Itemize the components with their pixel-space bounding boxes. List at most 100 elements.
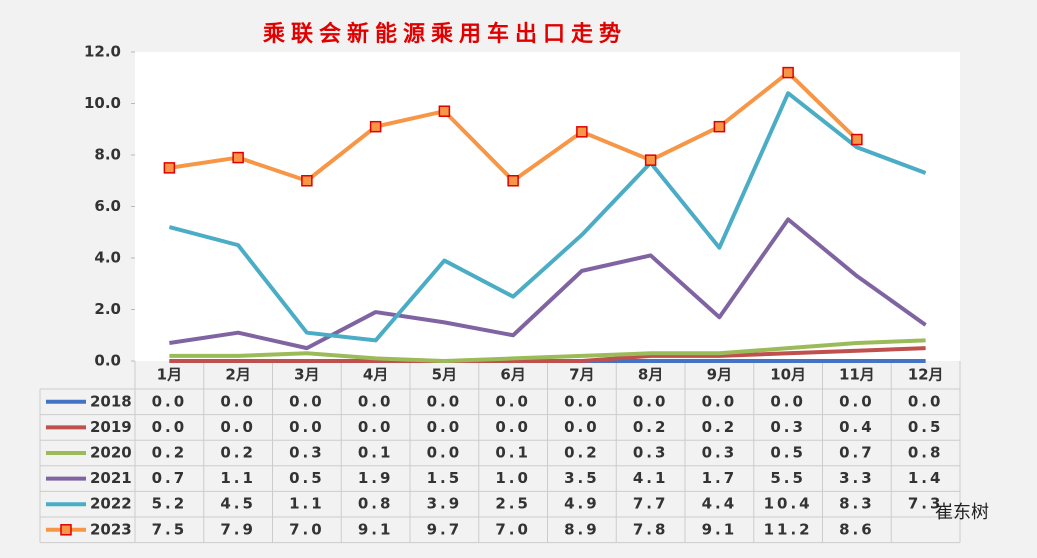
table-cell: 0.2 — [633, 418, 669, 436]
table-cell: 0.3 — [633, 444, 669, 462]
x-tick-label: 7月 — [569, 366, 594, 384]
series-line — [169, 338, 926, 363]
table-cell: 0.8 — [908, 444, 944, 462]
y-tick-label: 6.0 — [94, 197, 121, 215]
table-cell: 0.0 — [908, 392, 944, 410]
table-cell: 1.0 — [495, 469, 531, 487]
legend-label: 2020 — [90, 444, 132, 462]
table-cell: 0.0 — [220, 418, 256, 436]
table-cell: 0.3 — [770, 418, 806, 436]
table-cell: 0.0 — [427, 392, 463, 410]
table-cell: 0.3 — [289, 444, 325, 462]
table-cell: 7.8 — [633, 520, 669, 538]
x-tick-label: 8月 — [638, 366, 663, 384]
table-cell: 0.0 — [564, 392, 600, 410]
x-tick-label: 3月 — [294, 366, 319, 384]
table-cell: 0.0 — [152, 392, 188, 410]
table-cell: 0.2 — [220, 444, 256, 462]
marker — [301, 175, 313, 187]
y-tick-label: 12.0 — [84, 43, 121, 61]
x-tick-label: 10月 — [770, 366, 806, 384]
series-line — [169, 217, 927, 351]
table-cell: 2.5 — [495, 495, 531, 513]
y-tick-label: 4.0 — [94, 249, 121, 267]
series-line — [168, 91, 927, 343]
table-cell: 0.0 — [358, 392, 394, 410]
table-cell: 9.1 — [702, 520, 738, 538]
table-cell: 7.3 — [908, 495, 944, 513]
table-cell: 0.2 — [564, 444, 600, 462]
table-cell: 3.3 — [839, 469, 875, 487]
table-cell: 0.0 — [839, 392, 875, 410]
table-cell: 0.1 — [358, 444, 394, 462]
chart-title: 乘联会新能源乘用车出口走势 — [262, 21, 627, 47]
table-cell: 4.9 — [564, 495, 600, 513]
table-cell: 0.0 — [427, 418, 463, 436]
table-cell: 0.0 — [702, 392, 738, 410]
table-cell: 1.4 — [908, 469, 944, 487]
table-cell: 1.7 — [702, 469, 738, 487]
marker — [507, 175, 519, 187]
table-cell: 1.5 — [427, 469, 463, 487]
table-cell: 0.5 — [770, 444, 806, 462]
table-cell: 8.9 — [564, 520, 600, 538]
table-cell: 1.1 — [289, 495, 325, 513]
x-tick-label: 9月 — [707, 366, 732, 384]
y-tick-label: 0.0 — [94, 352, 121, 370]
marker — [782, 66, 794, 79]
table-cell: 0.0 — [220, 392, 256, 410]
table-cell: 4.1 — [633, 469, 669, 487]
y-tick-label: 2.0 — [94, 300, 121, 318]
table-cell: 1.9 — [358, 469, 394, 487]
series-line — [169, 346, 926, 363]
table-cell: 11.2 — [764, 520, 813, 538]
legend-label: 2023 — [90, 520, 132, 538]
table-cell: 0.8 — [358, 495, 394, 513]
table-cell: 5.5 — [770, 469, 806, 487]
marker — [232, 151, 244, 164]
legend-label: 2021 — [90, 469, 132, 487]
table-cell: 3.9 — [427, 495, 463, 513]
marker — [438, 105, 451, 117]
marker — [163, 162, 176, 174]
table-cell: 0.2 — [702, 418, 738, 436]
table-cell: 0.0 — [358, 418, 394, 436]
x-tick-label: 5月 — [432, 366, 457, 384]
table-cell: 7.0 — [289, 520, 325, 538]
table-cell: 9.1 — [358, 520, 394, 538]
table-cell: 0.4 — [839, 418, 875, 436]
table-cell: 7.7 — [633, 495, 669, 513]
marker — [576, 126, 588, 138]
table-cell: 0.0 — [152, 418, 188, 436]
x-tick-label: 6月 — [500, 366, 525, 384]
table-cell: 7.9 — [220, 520, 256, 538]
y-tick-label: 8.0 — [94, 146, 121, 164]
table-cell: 0.7 — [839, 444, 875, 462]
marker — [644, 154, 657, 166]
table-cell: 0.2 — [152, 444, 188, 462]
table-cell: 0.0 — [770, 392, 806, 410]
table-cell: 0.5 — [908, 418, 944, 436]
plot-area — [135, 52, 960, 361]
table-cell: 4.4 — [702, 495, 738, 513]
x-tick-label: 1月 — [157, 366, 182, 384]
legend-marker — [60, 524, 72, 536]
x-tick-label: 4月 — [363, 366, 388, 384]
table-cell: 0.3 — [702, 444, 738, 462]
table-cell: 0.0 — [427, 444, 463, 462]
marker — [851, 133, 863, 146]
table-cell: 7.0 — [495, 520, 531, 538]
y-tick-label: 10.0 — [84, 94, 121, 112]
table-cell: 0.0 — [495, 392, 531, 410]
table-cell: 1.1 — [220, 469, 256, 487]
table-cell: 0.1 — [495, 444, 531, 462]
watermark: 崔东树 — [935, 502, 989, 523]
table-cell: 7.5 — [152, 520, 188, 538]
table-cell: 5.2 — [152, 495, 188, 513]
table-cell: 0.0 — [495, 418, 531, 436]
marker — [369, 120, 382, 133]
table-cell: 0.0 — [289, 392, 325, 410]
table-cell: 9.7 — [427, 520, 463, 538]
